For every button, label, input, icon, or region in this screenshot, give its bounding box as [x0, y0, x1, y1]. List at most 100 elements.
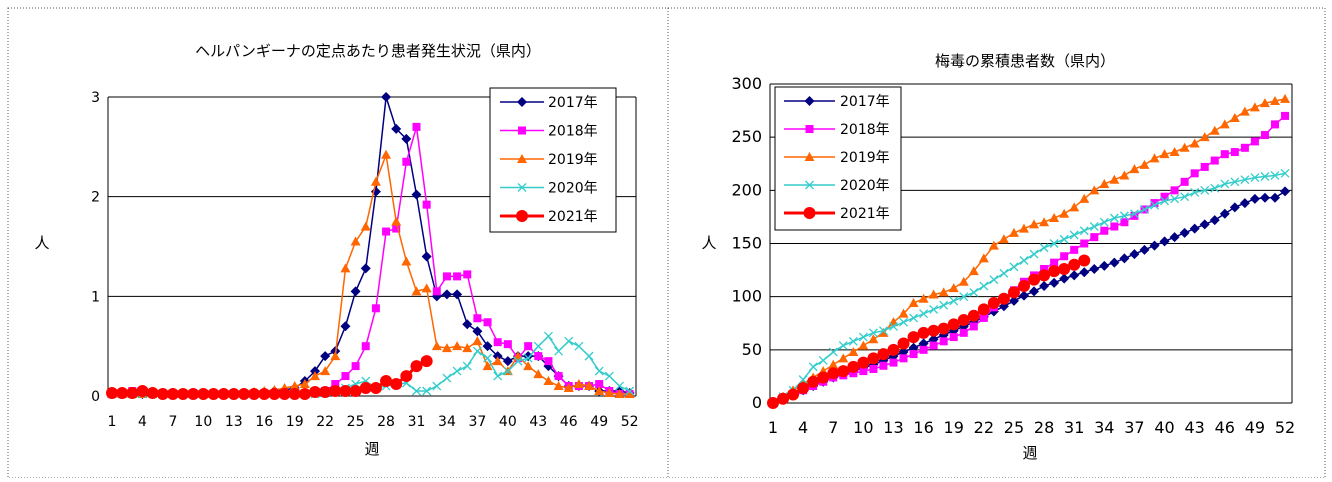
- data-point: [1271, 120, 1279, 129]
- data-point: [442, 272, 451, 281]
- data-point: [310, 371, 320, 381]
- x-tick-label: 10: [853, 418, 873, 437]
- data-point: [1040, 265, 1049, 274]
- legend-label: 2021年: [840, 206, 890, 222]
- series-line: [772, 172, 1286, 404]
- data-point: [1069, 202, 1080, 212]
- data-point: [350, 236, 361, 246]
- y-tick-label: 3: [91, 90, 100, 106]
- x-tick-label: 28: [1034, 418, 1054, 437]
- data-point: [1210, 156, 1219, 165]
- data-point: [929, 341, 938, 350]
- left-panel-frame: [7, 7, 669, 479]
- data-point: [1139, 159, 1150, 169]
- data-point: [918, 293, 929, 303]
- data-point: [997, 292, 1010, 305]
- data-point: [1160, 196, 1170, 206]
- data-point: [848, 346, 859, 356]
- data-point: [1219, 208, 1230, 219]
- data-point: [1229, 113, 1240, 123]
- data-point: [1069, 270, 1080, 281]
- data-point: [106, 387, 118, 400]
- data-point: [268, 388, 281, 401]
- data-point: [919, 345, 928, 354]
- x-tick-label: 28: [377, 414, 395, 430]
- data-point: [624, 389, 635, 399]
- data-point: [126, 387, 139, 400]
- data-point: [1179, 142, 1190, 152]
- legend-label: 2018年: [840, 122, 890, 138]
- data-point: [949, 333, 958, 342]
- y-tick-label: 100: [731, 287, 762, 306]
- data-point: [359, 382, 372, 395]
- y-axis-label: 人: [701, 234, 716, 252]
- series-2019年: [768, 93, 1291, 407]
- data-point: [1018, 280, 1030, 293]
- data-point: [391, 123, 402, 134]
- data-point: [177, 388, 190, 401]
- x-tick-labels: 1 4 7 10 13 16 19 22 25 28 31 34 37 40 43 46 49 52: [108, 414, 639, 430]
- y-tick-label: 50: [742, 340, 762, 359]
- data-point: [837, 365, 850, 378]
- data-point: [1169, 147, 1180, 157]
- legend-label: 2019年: [548, 152, 598, 168]
- data-point: [1259, 192, 1270, 203]
- data-point: [360, 263, 371, 274]
- series-2018年: [769, 111, 1290, 407]
- data-point: [858, 340, 869, 350]
- data-point: [1119, 170, 1130, 180]
- data-point: [1220, 150, 1229, 159]
- data-point: [1079, 226, 1089, 236]
- data-point: [1190, 188, 1200, 197]
- data-point: [1089, 264, 1100, 275]
- data-point: [917, 326, 930, 339]
- data-point: [533, 369, 544, 379]
- data-point: [381, 92, 392, 102]
- data-point: [919, 309, 929, 319]
- data-point: [828, 359, 839, 369]
- data-point: [1129, 209, 1139, 219]
- data-point: [329, 385, 342, 398]
- data-point: [563, 383, 574, 393]
- data-point: [909, 313, 919, 323]
- data-point: [441, 343, 452, 353]
- data-point: [422, 386, 432, 396]
- data-point: [401, 133, 412, 144]
- data-point: [988, 240, 999, 250]
- data-point: [1100, 226, 1109, 235]
- legend-item: 2019年: [784, 150, 890, 166]
- data-point: [1058, 263, 1071, 276]
- legend-marker: [517, 183, 527, 192]
- x-tick-label: 49: [590, 414, 608, 430]
- data-point: [979, 313, 988, 322]
- data-point: [402, 157, 411, 166]
- data-point: [1099, 178, 1110, 188]
- data-point: [136, 385, 149, 398]
- data-point: [1260, 172, 1270, 181]
- data-point: [1170, 186, 1179, 195]
- data-point: [1090, 233, 1099, 242]
- data-point: [472, 336, 483, 346]
- legend-label: 2017年: [840, 94, 890, 110]
- data-point: [1049, 212, 1060, 222]
- data-point: [858, 332, 868, 342]
- data-point: [1239, 106, 1250, 116]
- data-point: [968, 266, 979, 276]
- y-axis-label: 人: [34, 234, 49, 252]
- data-point: [1199, 132, 1210, 142]
- data-point: [1009, 262, 1019, 272]
- data-point: [339, 385, 352, 398]
- legend-item: 2018年: [784, 122, 890, 138]
- data-point: [614, 389, 625, 399]
- x-tick-label: 16: [255, 414, 273, 430]
- data-point: [564, 336, 574, 346]
- data-point: [380, 375, 393, 388]
- series-2021年: [106, 355, 433, 401]
- data-point: [116, 387, 129, 400]
- data-point: [1249, 102, 1260, 112]
- y-tick-label: 250: [731, 127, 762, 146]
- x-tick-label: 1: [768, 418, 778, 437]
- data-point: [1229, 202, 1240, 213]
- data-point: [381, 149, 392, 159]
